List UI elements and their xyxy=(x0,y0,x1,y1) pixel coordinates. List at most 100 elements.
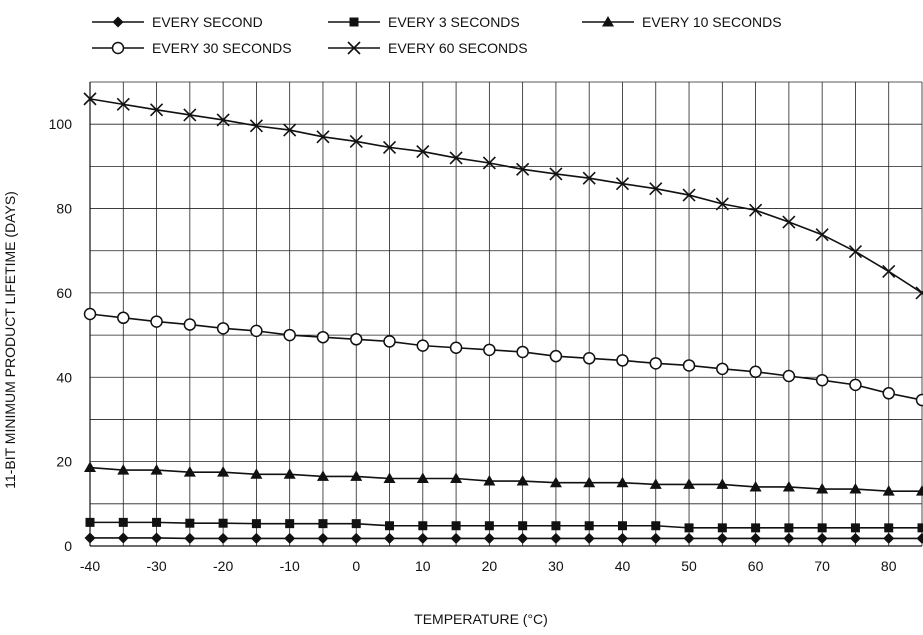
series-diamond xyxy=(84,532,923,544)
data-point-x xyxy=(882,264,896,278)
data-point-square xyxy=(251,519,261,529)
data-point-diamond xyxy=(849,532,861,544)
data-point-triangle xyxy=(450,472,463,484)
data-point-circle xyxy=(882,387,895,400)
data-point-diamond xyxy=(616,532,628,544)
data-point-x-stroke xyxy=(416,145,430,159)
data-point-x xyxy=(615,177,630,191)
data-point-diamond xyxy=(816,532,828,544)
data-point-x-stroke xyxy=(582,171,596,185)
x-tick-label: -40 xyxy=(80,558,100,574)
data-point-x-stroke xyxy=(216,113,230,127)
data-point-diamond xyxy=(151,532,163,544)
data-point-circle xyxy=(216,322,230,335)
data-point-x-stroke xyxy=(848,245,863,259)
data-point-x-stroke xyxy=(449,151,463,165)
legend-label: EVERY 60 SECONDS xyxy=(388,40,528,56)
data-point-circle xyxy=(117,311,130,325)
x-tick-label: -10 xyxy=(280,558,300,574)
data-point-triangle xyxy=(882,485,895,496)
data-point-triangle xyxy=(316,470,329,481)
data-point-square xyxy=(85,517,95,527)
data-point-square xyxy=(751,523,761,533)
data-point-square xyxy=(551,521,561,531)
data-point-x xyxy=(516,162,530,176)
data-point-x xyxy=(649,182,663,196)
data-point-x xyxy=(449,151,463,165)
data-point-square xyxy=(218,518,228,528)
data-point-x xyxy=(349,134,363,149)
data-point-triangle xyxy=(416,472,429,484)
data-point-diamond xyxy=(284,532,296,544)
data-point-circle xyxy=(582,352,596,365)
data-point-triangle xyxy=(583,476,596,488)
data-point-triangle xyxy=(782,480,795,492)
data-point-x xyxy=(416,145,430,159)
y-tick-label: 100 xyxy=(49,116,73,132)
data-point-x xyxy=(815,228,829,242)
data-point-triangle xyxy=(483,475,496,486)
data-point-triangle xyxy=(716,478,729,489)
axes xyxy=(89,82,922,547)
y-tick-label: 0 xyxy=(64,538,72,554)
data-point-x-stroke xyxy=(649,182,663,196)
data-point-x-stroke xyxy=(149,103,164,117)
data-point-circle xyxy=(516,345,529,359)
data-point-x xyxy=(347,41,361,55)
data-point-square xyxy=(385,521,395,531)
x-tick-label: -20 xyxy=(213,558,233,574)
legend-item: EVERY 60 SECONDS xyxy=(328,40,528,56)
data-point-diamond xyxy=(716,532,728,544)
y-tick-label: 80 xyxy=(56,201,72,217)
data-point-x xyxy=(682,188,696,202)
data-point-triangle xyxy=(383,472,396,484)
data-point-x xyxy=(149,103,164,117)
data-point-circle xyxy=(616,354,629,367)
data-point-x xyxy=(382,140,397,154)
data-point-diamond xyxy=(84,532,96,544)
data-point-diamond xyxy=(750,532,762,544)
data-point-square xyxy=(152,517,162,527)
data-point-x-stroke xyxy=(316,130,330,144)
data-point-diamond xyxy=(217,532,229,544)
data-point-triangle xyxy=(616,476,629,488)
data-point-x xyxy=(582,171,596,185)
data-point-triangle xyxy=(84,461,96,473)
data-point-diamond xyxy=(184,532,196,544)
data-point-x xyxy=(283,123,297,137)
data-point-diamond xyxy=(317,532,329,544)
data-point-triangle xyxy=(649,478,662,489)
data-point-triangle xyxy=(816,483,829,494)
legend-item: EVERY 3 SECONDS xyxy=(328,14,520,30)
data-point-circle xyxy=(483,343,496,357)
data-point-x-stroke xyxy=(249,119,263,133)
data-point-square xyxy=(917,523,923,533)
data-point-x-stroke xyxy=(183,108,197,122)
data-point-diamond xyxy=(883,532,895,544)
legend-item: EVERY 10 SECONDS xyxy=(582,14,782,30)
data-point-triangle xyxy=(549,476,562,488)
data-point-square xyxy=(518,521,528,531)
y-tick-label: 40 xyxy=(56,369,72,385)
legend-label: EVERY 3 SECONDS xyxy=(388,14,520,30)
data-point-x xyxy=(316,130,330,144)
data-point-x xyxy=(782,215,796,229)
data-point-diamond xyxy=(916,532,923,544)
data-point-x-stroke xyxy=(549,167,563,181)
data-point-triangle xyxy=(150,464,163,475)
grid xyxy=(89,81,923,546)
data-point-x-stroke xyxy=(749,203,763,217)
series-triangle xyxy=(84,461,923,496)
data-point-diamond xyxy=(650,532,662,544)
data-point-diamond xyxy=(517,532,529,544)
data-point-diamond xyxy=(250,532,262,544)
series-line xyxy=(90,521,922,529)
data-point-x xyxy=(216,113,230,127)
data-point-circle xyxy=(915,393,923,407)
data-point-diamond xyxy=(417,532,429,544)
legend-item: EVERY 30 SECONDS xyxy=(92,40,292,56)
x-tick-label: 60 xyxy=(748,558,764,574)
data-point-diamond xyxy=(450,532,462,544)
data-point-square xyxy=(285,519,295,529)
x-tick-label: 70 xyxy=(814,558,830,574)
